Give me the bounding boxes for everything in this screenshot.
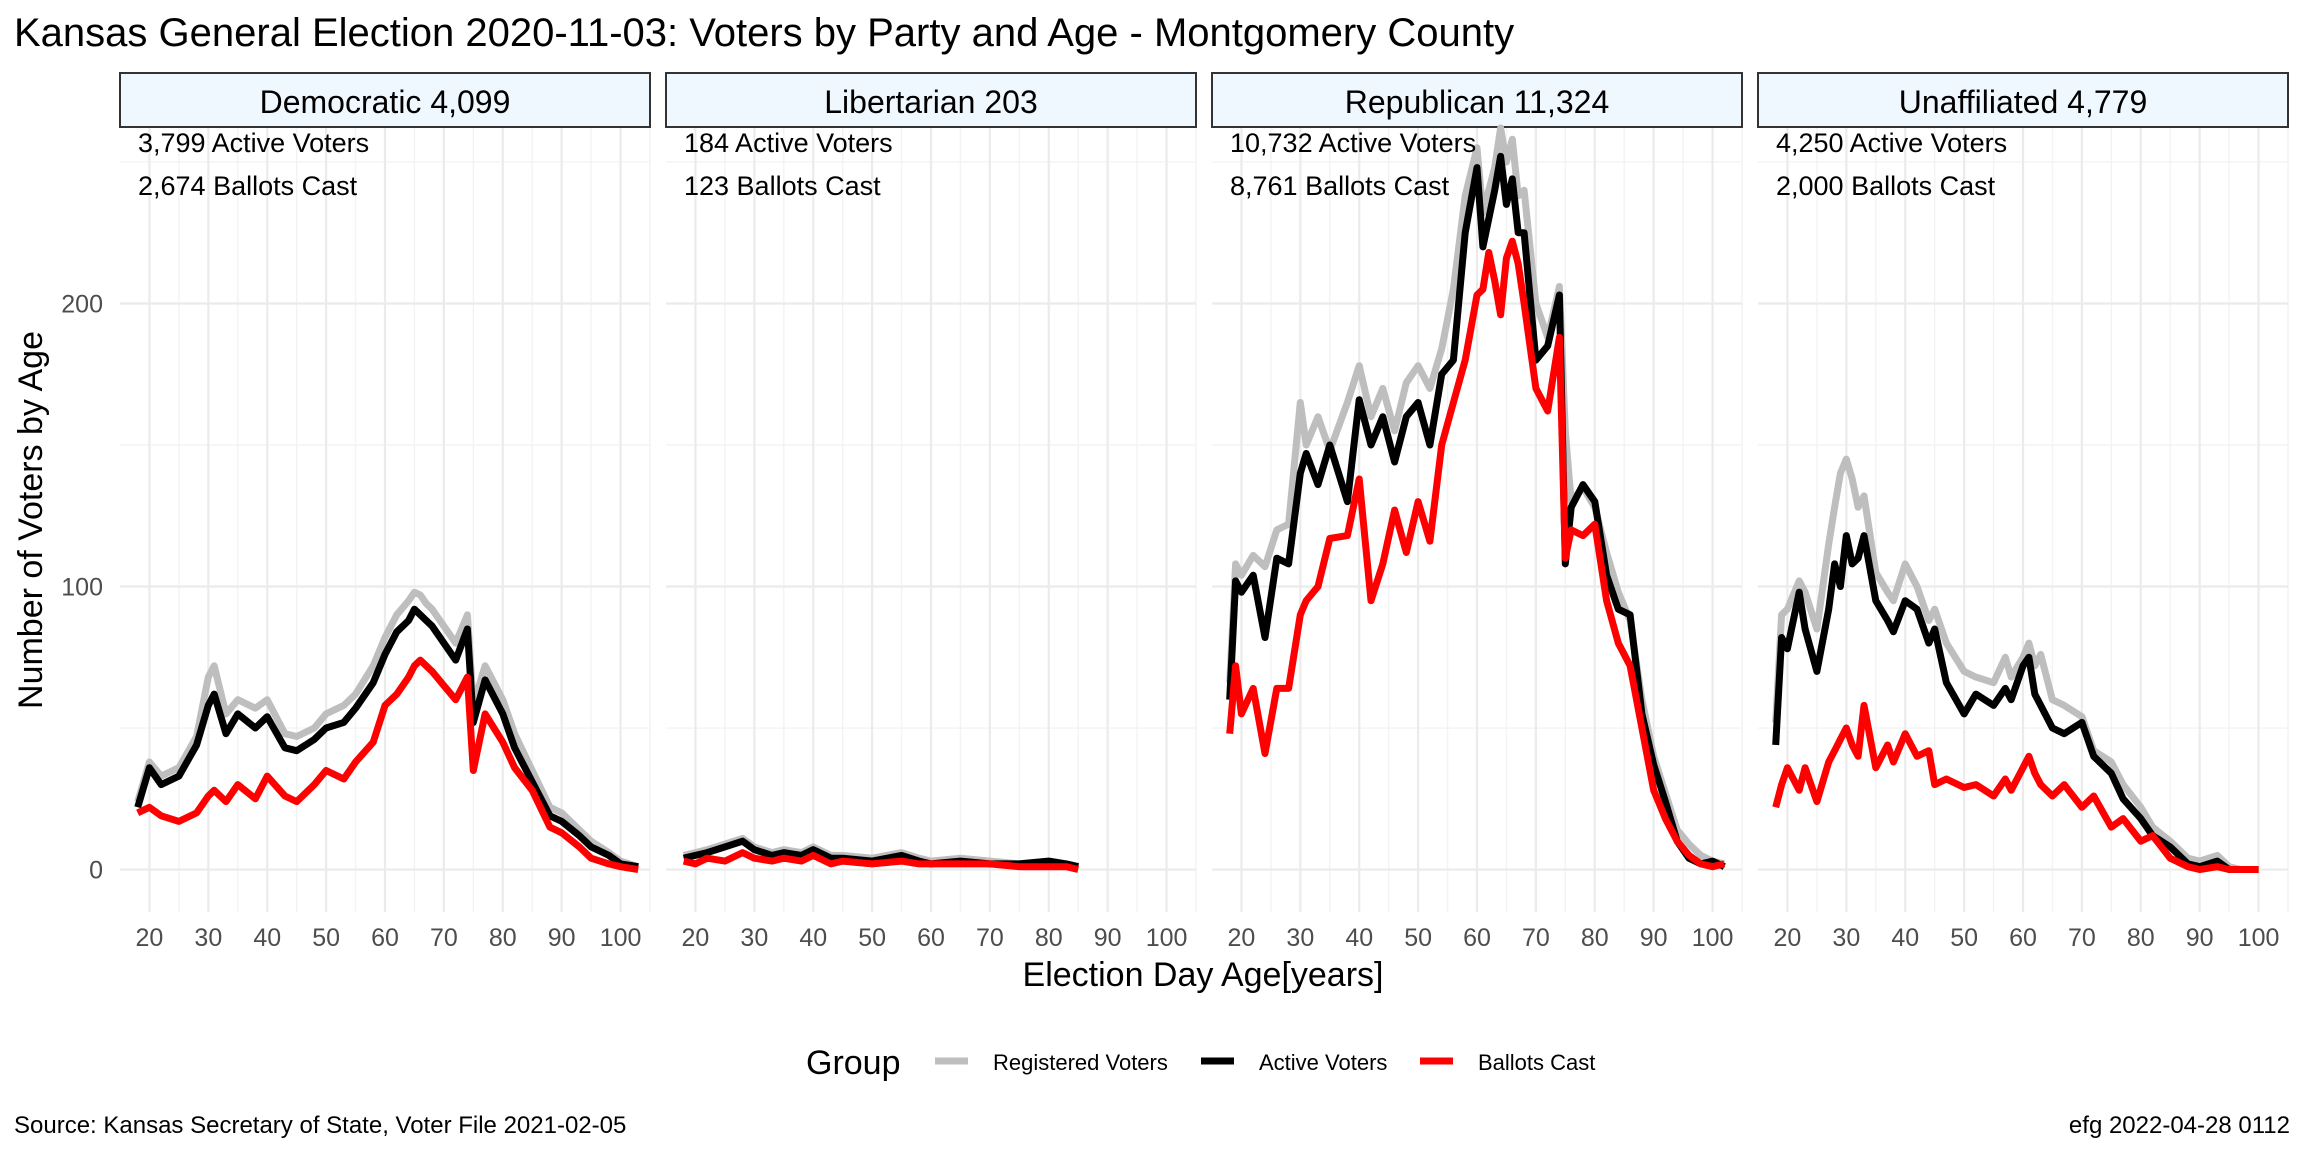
series-line-ballots-cast <box>682 849 1080 873</box>
x-tick-label: 90 <box>548 924 576 952</box>
x-tick-label: 20 <box>1228 924 1256 952</box>
legend-label: Registered Voters <box>993 1050 1168 1075</box>
panel-1: Libertarian 203 184 Active Voters 123 Ball… <box>665 72 1197 952</box>
x-tick-label: 20 <box>136 924 164 952</box>
series-line-ballots-cast <box>1772 701 2259 873</box>
x-tick-label: 30 <box>740 924 768 952</box>
x-tick-label: 70 <box>2068 924 2096 952</box>
x-tick-label: 50 <box>312 924 340 952</box>
panel-note: 184 Active Voters <box>684 128 893 158</box>
x-tick-label: 40 <box>253 924 281 952</box>
x-tick-label: 30 <box>1832 924 1860 952</box>
panel-note: 3,799 Active Voters <box>138 128 369 158</box>
x-tick-label: 50 <box>858 924 886 952</box>
x-tick-label: 80 <box>1035 924 1063 952</box>
y-tick-label: 200 <box>61 290 103 318</box>
strip-label: Republican 11,324 <box>1345 84 1610 120</box>
series-line-ballots-cast <box>1226 237 1726 871</box>
x-tick-label: 40 <box>1345 924 1373 952</box>
x-tick-label: 90 <box>1640 924 1668 952</box>
strip-box <box>1757 72 2289 128</box>
source-caption: Source: Kansas Secretary of State, Voter… <box>14 1112 626 1139</box>
strip-box <box>1211 72 1743 128</box>
panel-note: 4,250 Active Voters <box>1776 128 2007 158</box>
x-tick-label: 100 <box>600 924 642 952</box>
series-line-active-voters <box>134 605 639 871</box>
x-tick-label: 60 <box>371 924 399 952</box>
y-tick-label: 0 <box>89 857 103 885</box>
strip-box <box>119 72 651 128</box>
x-tick-label: 90 <box>1094 924 1122 952</box>
x-tick-label: 100 <box>1146 924 1188 952</box>
x-tick-label: 60 <box>917 924 945 952</box>
series-line-registered-voters <box>1772 455 2259 873</box>
strip-label: Unaffiliated 4,779 <box>1899 84 2147 120</box>
x-tick-label: 100 <box>2238 924 2280 952</box>
panel-note: 2,674 Ballots Cast <box>138 171 358 201</box>
x-tick-label: 70 <box>1522 924 1550 952</box>
series-line-registered-voters <box>134 588 640 871</box>
x-tick-label: 60 <box>1463 924 1491 952</box>
legend-label: Active Voters <box>1259 1050 1387 1075</box>
x-tick-label: 20 <box>1774 924 1802 952</box>
series-line-active-voters <box>1772 532 2259 873</box>
y-tick-label: 100 <box>61 574 103 602</box>
strip-label: Democratic 4,099 <box>260 84 511 120</box>
panel-note: 10,732 Active Voters <box>1230 128 1476 158</box>
panel-2: Republican 11,324 10,732 Active Voters 8,7… <box>1211 72 1743 952</box>
x-tick-label: 80 <box>1581 924 1609 952</box>
x-axis-label: Election Day Age[years] <box>1023 956 1384 994</box>
y-axis-label: Number of Voters by Age <box>12 331 50 709</box>
strip-box <box>665 72 1197 128</box>
x-tick-label: 50 <box>1404 924 1432 952</box>
x-tick-label: 20 <box>682 924 710 952</box>
x-tick-label: 100 <box>1692 924 1734 952</box>
x-tick-label: 60 <box>2009 924 2037 952</box>
legend-label: Ballots Cast <box>1478 1050 1595 1075</box>
x-tick-label: 90 <box>2186 924 2214 952</box>
legend-title: Group <box>806 1044 901 1082</box>
credit-caption: efg 2022-04-28 0112 <box>2069 1112 2290 1139</box>
x-tick-label: 30 <box>1286 924 1314 952</box>
x-tick-label: 80 <box>2127 924 2155 952</box>
x-tick-label: 40 <box>799 924 827 952</box>
panel-0: Democratic 4,099 3,799 Active Voters 2,674… <box>119 72 651 952</box>
x-tick-label: 70 <box>976 924 1004 952</box>
panel-3: Unaffiliated 4,779 4,250 Active Voters 2,0… <box>1757 72 2289 952</box>
panel-note: 8,761 Ballots Cast <box>1230 171 1450 201</box>
strip-label: Libertarian 203 <box>824 84 1037 120</box>
chart-title: Kansas General Election 2020-11-03: Vote… <box>14 11 1514 55</box>
x-tick-label: 40 <box>1891 924 1919 952</box>
series-line-ballots-cast <box>136 656 639 873</box>
x-tick-label: 70 <box>430 924 458 952</box>
x-tick-label: 50 <box>1950 924 1978 952</box>
panel-note: 2,000 Ballots Cast <box>1776 171 1996 201</box>
panel-note: 123 Ballots Cast <box>684 171 881 201</box>
x-tick-label: 30 <box>194 924 222 952</box>
series-line-active-voters <box>1226 152 1726 870</box>
x-tick-label: 80 <box>489 924 517 952</box>
